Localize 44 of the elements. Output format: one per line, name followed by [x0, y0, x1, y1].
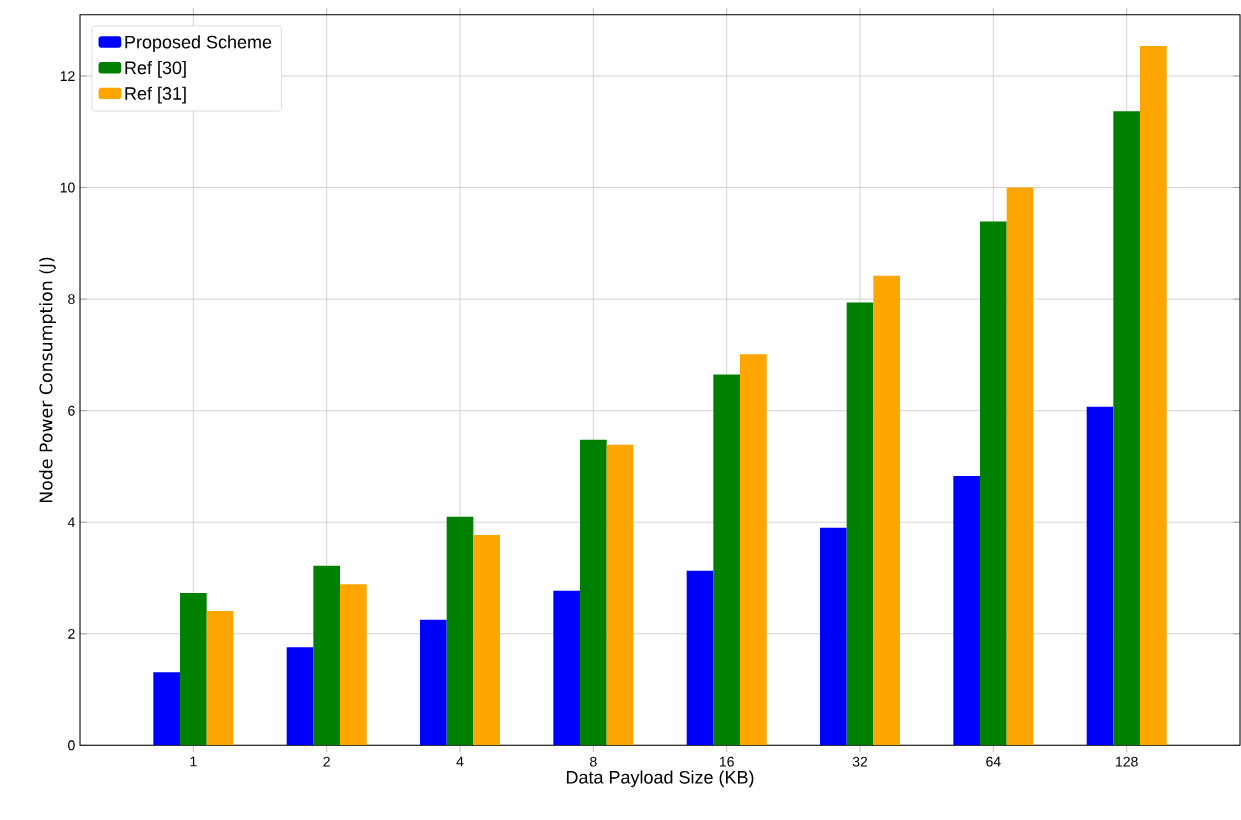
bar	[313, 565, 341, 746]
y-tick-label: 10	[60, 182, 75, 193]
x-axis-title: Data Payload Size (KB)	[566, 770, 754, 788]
bar	[1113, 111, 1141, 746]
legend-label: Proposed Scheme	[125, 35, 272, 52]
bar	[206, 610, 234, 746]
bar	[446, 516, 474, 746]
x-tick-label: 4	[456, 756, 464, 767]
bar	[740, 354, 767, 746]
bar	[953, 475, 981, 746]
bar	[1140, 45, 1167, 746]
bar	[713, 374, 741, 746]
bar	[980, 221, 1007, 746]
bar	[820, 527, 847, 746]
x-tick-label: 64	[986, 756, 1001, 767]
y-tick-label: 8	[68, 294, 75, 305]
x-tick-label: 128	[1116, 756, 1138, 767]
y-tick-label: 0	[68, 740, 75, 751]
x-tick-label: 8	[590, 756, 597, 767]
bar	[153, 672, 181, 746]
x-tick-label: 2	[323, 756, 330, 767]
bar	[473, 535, 501, 746]
y-axis-title: Node Power Consumption (J)	[39, 257, 56, 503]
x-tick-label: 32	[852, 756, 868, 767]
legend-label: Ref [31]	[125, 86, 186, 104]
bar	[846, 302, 874, 746]
y-tick-label: 4	[67, 517, 75, 528]
y-tick-label: 2	[68, 628, 75, 639]
bar	[1006, 187, 1034, 746]
bar	[580, 439, 607, 746]
bar	[420, 619, 447, 746]
bar	[606, 444, 634, 746]
bar	[873, 275, 901, 746]
legend-label: Ref [30]	[125, 60, 186, 78]
bar	[686, 570, 714, 746]
bar	[180, 593, 207, 746]
y-tick-label: 12	[60, 71, 75, 81]
bar	[286, 647, 314, 746]
x-tick-label: 1	[190, 756, 197, 767]
x-tick-label: 16	[719, 756, 734, 767]
bar	[553, 590, 581, 746]
bar	[1086, 406, 1114, 746]
y-tick-label: 6	[68, 405, 75, 416]
bar	[340, 584, 367, 746]
